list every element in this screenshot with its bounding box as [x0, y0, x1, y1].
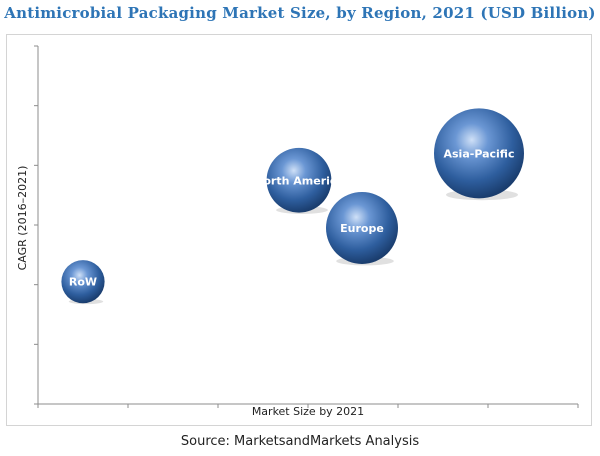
- bubble-europe: Europe: [326, 191, 398, 266]
- bubble-north-america: North America: [254, 147, 344, 214]
- bubble-label: Asia-Pacific: [444, 147, 515, 160]
- chart-title: Antimicrobial Packaging Market Size, by …: [4, 4, 596, 22]
- bubble-point: [61, 260, 105, 304]
- bubbles: RoW North America Europe Asia-Pacific: [61, 108, 524, 305]
- chart-frame: [6, 34, 592, 426]
- bubble-label: Europe: [340, 222, 384, 235]
- x-axis-label: Market Size by 2021: [252, 405, 364, 418]
- bubble-label: RoW: [69, 276, 97, 289]
- source-note: Source: MarketsandMarkets Analysis: [180, 434, 420, 449]
- bubble-asia-pacific: Asia-Pacific: [434, 108, 524, 201]
- bubble-row: RoW: [61, 260, 105, 305]
- bubble-point: [266, 147, 332, 213]
- axes: [34, 45, 579, 408]
- y-axis-label: CAGR (2016–2021): [16, 166, 29, 271]
- bubble-point: [434, 108, 524, 199]
- bubble-point: [326, 191, 398, 264]
- bubble-label: North America: [254, 174, 344, 187]
